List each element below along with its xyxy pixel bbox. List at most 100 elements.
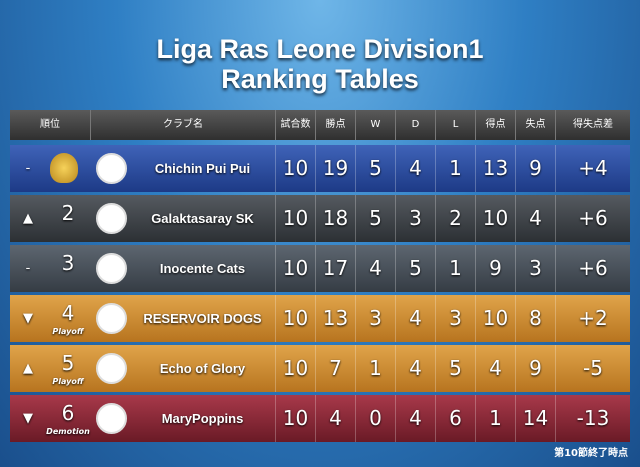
stat-points: 18 <box>315 195 355 242</box>
stat-points: 7 <box>315 345 355 392</box>
rank-note: Demotion <box>46 427 90 436</box>
stat-ga: 3 <box>515 245 555 292</box>
rank: 3 <box>61 251 75 275</box>
column-header: 順位 <box>40 119 60 130</box>
stat-ga: 8 <box>515 295 555 342</box>
stat-ga: 14 <box>515 395 555 442</box>
column-header: W <box>355 110 395 140</box>
stat-points: 19 <box>315 145 355 192</box>
table-row: -3 Inocente Cats 10 17 4 5 1 9 3 +6 <box>10 245 630 292</box>
club-name: Echo of Glory <box>159 361 246 376</box>
stat-l: 2 <box>435 195 475 242</box>
column-header: クラブ名 <box>90 110 275 140</box>
club-name: Galaktasaray SK <box>151 211 254 226</box>
column-header: 得失点差 <box>555 110 630 140</box>
stat-ga: 9 <box>515 145 555 192</box>
stat-d: 3 <box>395 195 435 242</box>
stat-d: 5 <box>395 245 435 292</box>
rank-change: - <box>25 161 31 176</box>
club-name: RESERVOIR DOGS <box>143 311 262 326</box>
stat-d: 4 <box>395 395 435 442</box>
stat-gf: 10 <box>475 195 515 242</box>
table-row: ▼ 6 Demotion MaryPoppins 10 4 0 4 6 1 14 -13 <box>10 395 630 442</box>
rank-cell: 5 Playoff <box>46 345 90 392</box>
stat-ga: 9 <box>515 345 555 392</box>
rank-cell: 6 Demotion <box>46 395 90 442</box>
club-name: Inocente Cats <box>159 261 246 276</box>
stat-played: 10 <box>275 195 315 242</box>
rank-change: ▲ <box>23 361 33 376</box>
stat-l: 1 <box>435 145 475 192</box>
club-logo <box>96 403 127 434</box>
column-header: 勝点 <box>315 110 355 140</box>
stat-played: 10 <box>275 245 315 292</box>
stat-gf: 10 <box>475 295 515 342</box>
stat-played: 10 <box>275 295 315 342</box>
stat-gf: 13 <box>475 145 515 192</box>
column-header: D <box>395 110 435 140</box>
stat-l: 3 <box>435 295 475 342</box>
club-logo <box>96 203 127 234</box>
trophy-icon <box>50 153 78 183</box>
rank-note: Playoff <box>52 377 84 386</box>
stat-w: 5 <box>355 145 395 192</box>
rank: 6 <box>61 401 75 425</box>
stat-played: 10 <box>275 345 315 392</box>
club-logo <box>96 303 127 334</box>
stat-points: 13 <box>315 295 355 342</box>
stat-played: 10 <box>275 145 315 192</box>
club-logo <box>96 353 127 384</box>
stat-w: 5 <box>355 195 395 242</box>
stat-d: 4 <box>395 345 435 392</box>
club-logo <box>96 153 127 184</box>
stat-gd: +4 <box>555 145 630 192</box>
stat-l: 1 <box>435 245 475 292</box>
rank-cell: 3 <box>46 245 90 292</box>
rank-change: ▲ <box>23 211 33 226</box>
rank: 4 <box>61 301 75 325</box>
stat-w: 1 <box>355 345 395 392</box>
stat-d: 4 <box>395 145 435 192</box>
rank-change: ▼ <box>23 411 33 426</box>
club-name: Chichin Pui Pui <box>154 161 251 176</box>
club-logo <box>96 253 127 284</box>
stat-gd: -5 <box>555 345 630 392</box>
table-row: ▲ 2 Galaktasaray SK 10 18 5 3 2 10 4 +6 <box>10 195 630 242</box>
stat-points: 17 <box>315 245 355 292</box>
column-header: 試合数 <box>275 110 315 140</box>
stat-ga: 4 <box>515 195 555 242</box>
stat-l: 5 <box>435 345 475 392</box>
stat-gd: +6 <box>555 195 630 242</box>
stat-gd: +2 <box>555 295 630 342</box>
rank-cell: 2 <box>46 195 90 242</box>
column-header: 失点 <box>515 110 555 140</box>
rank-change: ▼ <box>23 311 33 326</box>
rank: 5 <box>61 351 75 375</box>
stat-w: 4 <box>355 245 395 292</box>
stat-w: 3 <box>355 295 395 342</box>
stat-played: 10 <box>275 395 315 442</box>
stat-gf: 1 <box>475 395 515 442</box>
table-header: 順位 クラブ名 試合数 勝点 W D L 得点 失点 得失点差 <box>10 110 630 140</box>
column-header: 得点 <box>475 110 515 140</box>
rank-change: - <box>25 261 31 276</box>
stat-gd: +6 <box>555 245 630 292</box>
club-name: MaryPoppins <box>161 411 244 426</box>
rank-note: Playoff <box>52 327 84 336</box>
stat-gd: -13 <box>555 395 630 442</box>
footer-note: 第10節終了時点 <box>554 448 628 459</box>
rank: 2 <box>61 201 75 225</box>
title-line1: Liga Ras Leone Division1 <box>156 34 484 64</box>
stat-l: 6 <box>435 395 475 442</box>
table-row: ▲ 5 Playoff Echo of Glory 10 7 1 4 5 4 9 -5 <box>10 345 630 392</box>
title-line2: Ranking Tables <box>221 64 419 94</box>
stat-gf: 4 <box>475 345 515 392</box>
stat-d: 4 <box>395 295 435 342</box>
stat-gf: 9 <box>475 245 515 292</box>
stat-w: 0 <box>355 395 395 442</box>
table-row: - Chichin Pui Pui 10 19 5 4 1 13 9 +4 <box>10 145 630 192</box>
stat-points: 4 <box>315 395 355 442</box>
table-row: ▼ 4 Playoff RESERVOIR DOGS 10 13 3 4 3 10 8 +2 <box>10 295 630 342</box>
column-header: L <box>435 110 475 140</box>
